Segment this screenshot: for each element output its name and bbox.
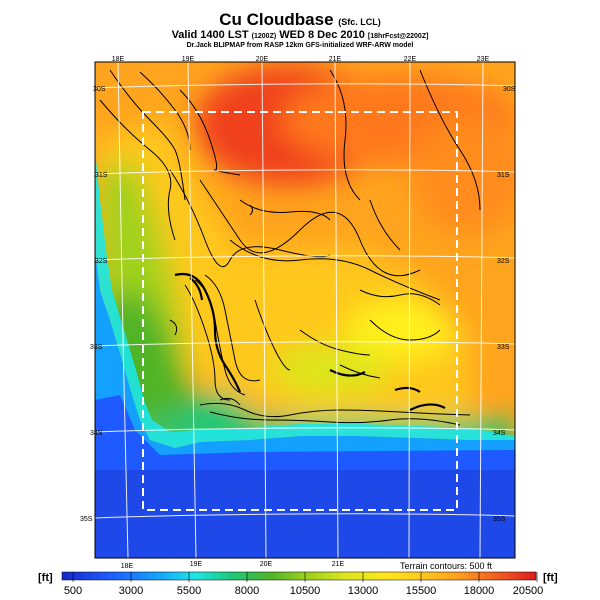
lon-label-top: 20E [256,56,269,63]
lon-label-top: 22E [404,56,417,63]
lon-label-bottom: 18E [121,563,134,570]
colorbar-unit-right: [ft] [543,572,558,584]
terrain-contour-note: Terrain contours: 500 ft [400,561,493,571]
lat-label-left: 35S [80,516,93,523]
lat-label-right: 33S [497,344,510,351]
lon-label-bottom: 19E [190,561,203,568]
valid-time: Valid 1400 LST (1200Z) WED 8 Dec 2010 [1… [171,29,429,41]
map-title: Cu Cloudbase (Sfc. LCL) [219,10,381,29]
model-credit: Dr.Jack BLIPMAP from RASP 12km GFS-initi… [186,42,414,49]
lat-label-right: 34S [493,430,506,437]
lat-label-right: 30S [503,86,516,93]
lon-label-top: 18E [112,56,125,63]
cloudbase-field [95,62,515,558]
colorbar-tick: 15500 [406,585,437,597]
lon-label-bottom: 21E [332,561,345,568]
colorbar-tick: 18000 [464,585,495,597]
colorbar-tick: 500 [64,585,82,597]
colorbar-tick: 8000 [235,585,259,597]
colorbar-tick: 5500 [177,585,201,597]
colorbar: 500 3000 5500 8000 10500 13000 15500 180… [61,571,544,597]
colorbar-tick: 10500 [290,585,321,597]
lat-label-left: 30S [93,86,106,93]
colorbar-tick: 20500 [513,585,544,597]
lat-label-right: 32S [497,258,510,265]
lat-label-right: 35S [493,516,506,523]
lon-label-bottom: 20E [260,561,273,568]
lon-label-top: 19E [182,56,195,63]
map-frame [94,61,516,559]
colorbar-tick: 13000 [348,585,379,597]
lon-label-top: 21E [329,56,342,63]
lat-label-left: 34S [90,430,103,437]
lat-label-left: 32S [95,258,108,265]
inner-domain-box [142,111,458,511]
lat-label-left: 31S [95,172,108,179]
lat-label-left: 33S [90,344,103,351]
colorbar-tick: 3000 [119,585,143,597]
colorbar-unit-left: [ft] [38,572,53,584]
lat-label-right: 31S [497,172,510,179]
lon-label-top: 23E [477,56,490,63]
